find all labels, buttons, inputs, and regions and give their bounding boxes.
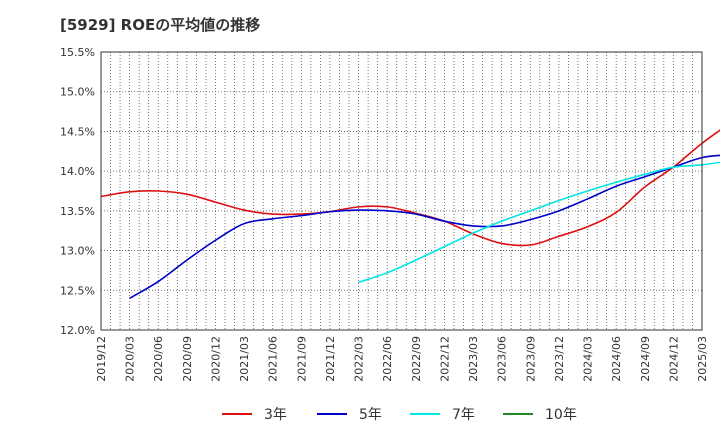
series-line-1 (129, 154, 720, 299)
x-tick-label: 2024/03 (582, 336, 595, 382)
x-tick-label: 2023/09 (524, 336, 537, 382)
legend-label: 3年 (264, 407, 287, 423)
y-tick-label: 15.5% (60, 46, 95, 59)
y-tick-label: 14.5% (60, 125, 95, 138)
x-tick-label: 2024/06 (610, 336, 623, 382)
x-tick-label: 2021/09 (295, 336, 308, 382)
legend-label: 7年 (452, 407, 475, 423)
series-line-0 (100, 129, 720, 247)
chart-title: [5929] ROEの平均値の推移 (60, 16, 260, 34)
x-tick-label: 2021/03 (238, 336, 251, 382)
y-tick-label: 13.0% (60, 245, 95, 258)
y-tick-label: 12.5% (60, 284, 95, 297)
x-tick-label: 2020/06 (152, 336, 165, 382)
x-tick-label: 2022/09 (410, 336, 423, 382)
x-tick-label: 2020/03 (124, 336, 137, 382)
x-tick-label: 2022/06 (381, 336, 394, 382)
x-tick-label: 2023/03 (467, 336, 480, 382)
series-lines (100, 129, 720, 299)
x-tick-label: 2024/12 (667, 336, 680, 382)
legend-label: 5年 (359, 407, 382, 423)
x-tick-label: 2023/12 (553, 336, 566, 382)
plot-border (100, 51, 703, 331)
x-tick-label: 2023/06 (496, 336, 509, 382)
y-axis: 12.0% 12.5% 13.0% 13.5% 14.0% 14.5% 15.0% 15.5% (60, 46, 95, 337)
x-tick-label: 2021/06 (267, 336, 280, 382)
y-tick-label: 12.0% (60, 324, 95, 337)
series-line-2 (358, 161, 720, 284)
x-tick-label: 2024/09 (639, 336, 652, 382)
x-tick-label: 2020/12 (209, 336, 222, 382)
x-tick-label: 2020/09 (181, 336, 194, 382)
y-tick-label: 13.5% (60, 205, 95, 218)
legend-label: 10年 (545, 407, 577, 423)
legend: 3年 5年 7年 10年 (222, 407, 577, 423)
y-tick-label: 14.0% (60, 165, 95, 178)
x-tick-label: 2022/03 (353, 336, 366, 382)
x-tick-label: 2021/12 (324, 336, 337, 382)
x-tick-label: 2022/12 (438, 336, 451, 382)
x-axis: 2019/12 2020/03 2020/06 2020/09 2020/12 2021/… (95, 336, 709, 382)
x-tick-label: 2019/12 (95, 336, 108, 382)
grid-lines (100, 51, 703, 331)
y-tick-label: 15.0% (60, 86, 95, 99)
x-tick-label: 2025/03 (696, 336, 709, 382)
